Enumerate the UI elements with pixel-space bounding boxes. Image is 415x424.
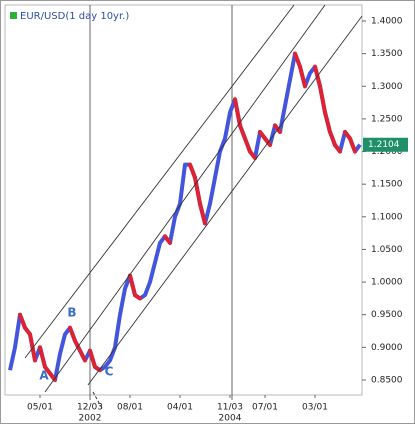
y-tick-label: 1.1500 [371,180,403,190]
down-segment [193,175,202,206]
legend-icon [10,12,17,19]
annotation: B [67,306,76,320]
down-segment [238,123,247,141]
y-tick-label: 1.2500 [371,114,403,124]
down-segment [243,136,252,154]
y-tick-label: 0.9500 [371,310,403,320]
y-tick-label: 1.0000 [371,278,403,288]
x-tick-label: 12/03 [77,403,103,413]
down-segment [248,149,257,161]
annotation: C [105,365,114,379]
down-segment [233,97,242,128]
y-tick-label: 1.3000 [371,82,403,92]
y-tick-label: 1.4000 [371,16,403,26]
down-segment [163,234,172,245]
down-segment [133,293,142,301]
down-segment [273,123,282,134]
down-segment [328,129,337,148]
x-tick-label: 11/03 [217,403,243,413]
down-segment [348,136,357,154]
x-year-label: 2002 [79,414,102,424]
down-segment [38,345,47,369]
down-segment [318,84,327,115]
y-tick-label: 1.0500 [371,245,403,255]
down-segment [333,143,342,154]
x-tick-label: 03/01 [302,403,328,413]
down-segment [78,348,87,363]
last-price-label: 1.2104 [368,140,400,150]
down-segment [68,325,77,343]
y-tick-label: 1.3500 [371,49,403,59]
down-segment [263,136,272,148]
channel-line [24,4,295,359]
x-year-label: 2004 [219,414,242,424]
down-segment [188,162,197,180]
down-segment [198,201,207,226]
down-segment [323,110,332,134]
channel-extension [92,391,103,409]
y-tick-label: 0.9000 [371,343,403,353]
down-segment [128,273,137,298]
channel-line [44,4,326,393]
down-segment [298,64,307,89]
chart-title: EUR/USD(1 day 10yr.) [20,11,129,22]
down-segment [28,332,37,363]
y-tick-label: 1.1000 [371,212,403,222]
down-segment [18,312,27,330]
y-tick-label: 1.2000 [371,147,403,157]
down-segment [293,51,302,69]
channel-line [87,15,363,386]
x-tick-label: 07/01 [252,403,278,413]
x-tick-label: 08/01 [117,403,143,413]
y-tick-label: 0.8500 [371,375,403,385]
x-tick-label: 05/01 [27,403,53,413]
down-segment [88,348,97,369]
x-tick-label: 04/01 [167,403,193,413]
annotation: A [39,369,49,383]
last-price-box [363,137,408,152]
